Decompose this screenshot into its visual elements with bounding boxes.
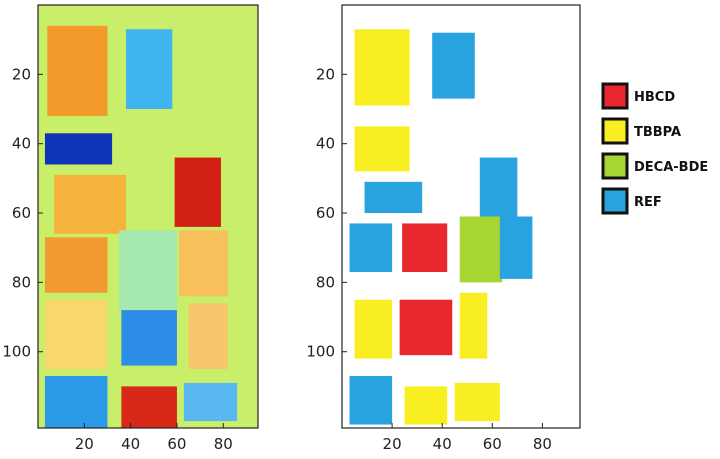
classification-region-tbbpa [354, 126, 410, 172]
classification-region-ref [499, 216, 533, 279]
classification-y-tick-label: 100 [306, 343, 335, 361]
heatmap-y-tick-label: 20 [12, 65, 31, 83]
heatmap-x-tick-label: 60 [167, 435, 186, 453]
classification-x-tick-label: 80 [533, 435, 552, 453]
classification-x-tick-label: 20 [383, 435, 402, 453]
legend-label-hbcd: HBCD [634, 90, 675, 105]
classification-y-tick-label: 60 [316, 204, 335, 222]
classification-region-tbbpa [454, 382, 500, 422]
heatmap-x-tick-label: 40 [121, 435, 140, 453]
legend-swatch-tbbpa [601, 117, 629, 145]
classification-y-tick-label: 20 [316, 65, 335, 83]
classification-x-axis: 20 40 60 80 [383, 423, 552, 453]
heatmap-region-3 [44, 133, 113, 165]
classification-region-deca-bde [459, 216, 503, 283]
legend-label-ref: REF [634, 195, 662, 210]
heatmap-region-5 [54, 174, 126, 234]
heatmap-region-4 [174, 157, 221, 227]
classification-region-ref [349, 223, 393, 272]
classification-x-tick-label: 60 [483, 435, 502, 453]
heatmap-region-6 [44, 237, 108, 293]
heatmap-region-7 [119, 230, 177, 311]
heatmap-region-1 [47, 25, 108, 116]
classification-region-ref [349, 375, 393, 425]
classification-frame [341, 4, 581, 429]
heatmap-region-9 [44, 299, 108, 370]
heatmap-region-13 [121, 386, 177, 428]
heatmap-x-tick-label: 80 [214, 435, 233, 453]
heatmap-region-8 [179, 230, 228, 297]
classification-region-ref [479, 157, 518, 217]
heatmap-region-10 [121, 310, 177, 366]
heatmap-regions [44, 25, 238, 428]
classification-panel: 20 40 60 80 20 40 60 80 100 [306, 4, 581, 453]
classification-region-ref [364, 181, 423, 214]
heatmap-y-tick-label: 100 [2, 343, 31, 361]
legend-label-deca-bde: DECA-BDE [634, 160, 708, 175]
legend: HBCD TBBPA DECA-BDE REF [601, 82, 708, 215]
classification-y-axis: 20 40 60 80 100 [306, 65, 347, 361]
heatmap-frame [37, 4, 259, 429]
classification-x-tick-label: 40 [433, 435, 452, 453]
classification-region-hbcd [402, 223, 448, 272]
heatmap-x-axis: 20 40 60 80 [75, 423, 233, 453]
heatmap-y-axis: 20 40 60 80 100 [2, 65, 43, 361]
heatmap-y-tick-label: 40 [12, 135, 31, 153]
classification-region-tbbpa [354, 299, 393, 359]
heatmap-y-tick-label: 60 [12, 204, 31, 222]
classification-region-ref [432, 32, 475, 99]
classification-y-tick-label: 40 [316, 135, 335, 153]
heatmap-y-tick-label: 80 [12, 273, 31, 291]
classification-region-hbcd [399, 299, 453, 356]
classification-y-tick-label: 80 [316, 273, 335, 291]
legend-label-tbbpa: TBBPA [634, 125, 681, 140]
classification-region-tbbpa [404, 386, 448, 425]
classification-region-tbbpa [459, 292, 488, 359]
heatmap-panel: 20 40 60 80 20 40 60 80 100 [2, 4, 259, 453]
heatmap-region-11 [188, 303, 228, 370]
heatmap-region-14 [183, 382, 238, 422]
heatmap-x-tick-label: 20 [75, 435, 94, 453]
legend-swatch-deca-bde [601, 152, 629, 180]
classification-regions [349, 29, 533, 425]
legend-swatch-hbcd [601, 82, 629, 110]
legend-swatch-ref [601, 187, 629, 215]
classification-region-tbbpa [354, 29, 410, 106]
heatmap-region-12 [44, 375, 108, 428]
heatmap-region-2 [126, 29, 173, 110]
